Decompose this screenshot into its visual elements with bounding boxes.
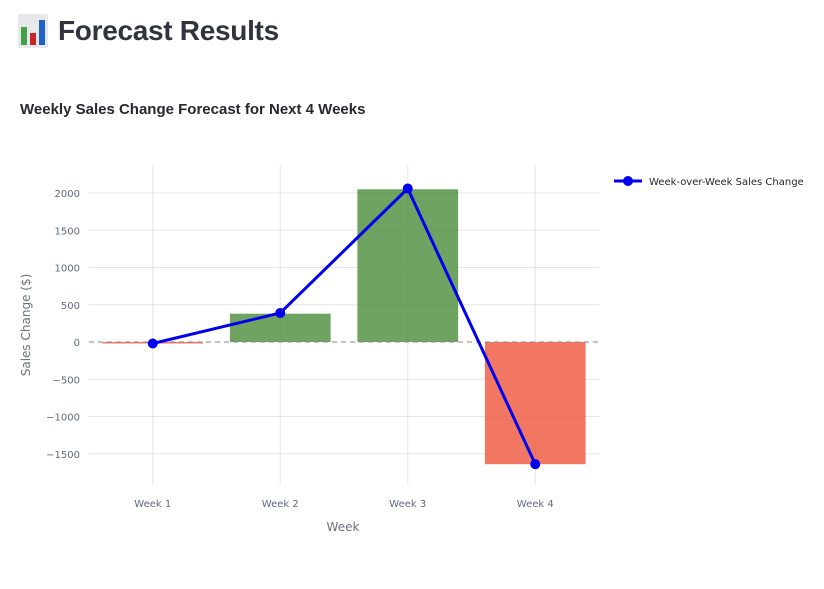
bar-week-2[interactable] <box>229 313 331 342</box>
y-axis-title: Sales Change ($) <box>19 274 33 377</box>
sales-change-line <box>152 187 537 465</box>
y-tick-label: 2000 <box>55 189 80 200</box>
y-tick-label: −1500 <box>46 450 80 461</box>
y-tick-label: 1500 <box>55 226 80 237</box>
line-point-week-2[interactable] <box>275 307 286 318</box>
legend-label: Week-over-Week Sales Change <box>649 177 804 188</box>
bar-week-4[interactable] <box>484 342 586 465</box>
chart-title: Weekly Sales Change Forecast for Next 4 … <box>20 101 366 118</box>
page-title: Forecast Results <box>58 15 279 46</box>
bar-chart-icon <box>18 14 48 48</box>
x-tick-label: Week 4 <box>517 499 554 510</box>
line-point-week-4[interactable] <box>530 459 541 470</box>
bar-week-3[interactable] <box>357 189 459 342</box>
y-tick-label: 500 <box>61 301 80 312</box>
legend-marker <box>623 176 633 186</box>
x-axis-title: Week <box>327 520 360 534</box>
x-tick-label: Week 3 <box>389 499 426 510</box>
y-tick-labels: 2000 1500 1000 500 0 −500 −1000 −1500 <box>46 189 80 461</box>
y-tick-label: −1000 <box>46 413 80 424</box>
x-tick-label: Week 1 <box>134 499 171 510</box>
bars <box>102 189 586 465</box>
y-tick-label: −500 <box>53 375 80 386</box>
line-point-week-3[interactable] <box>402 183 413 194</box>
series-line <box>147 183 541 470</box>
x-tick-labels: Week 1 Week 2 Week 3 Week 4 <box>134 499 553 510</box>
x-tick-label: Week 2 <box>262 499 299 510</box>
y-tick-label: 1000 <box>55 264 80 275</box>
line-point-week-1[interactable] <box>147 338 158 349</box>
page-header: Forecast Results <box>18 14 279 48</box>
y-tick-label: 0 <box>74 338 80 349</box>
legend[interactable]: Week-over-Week Sales Change <box>614 176 804 188</box>
